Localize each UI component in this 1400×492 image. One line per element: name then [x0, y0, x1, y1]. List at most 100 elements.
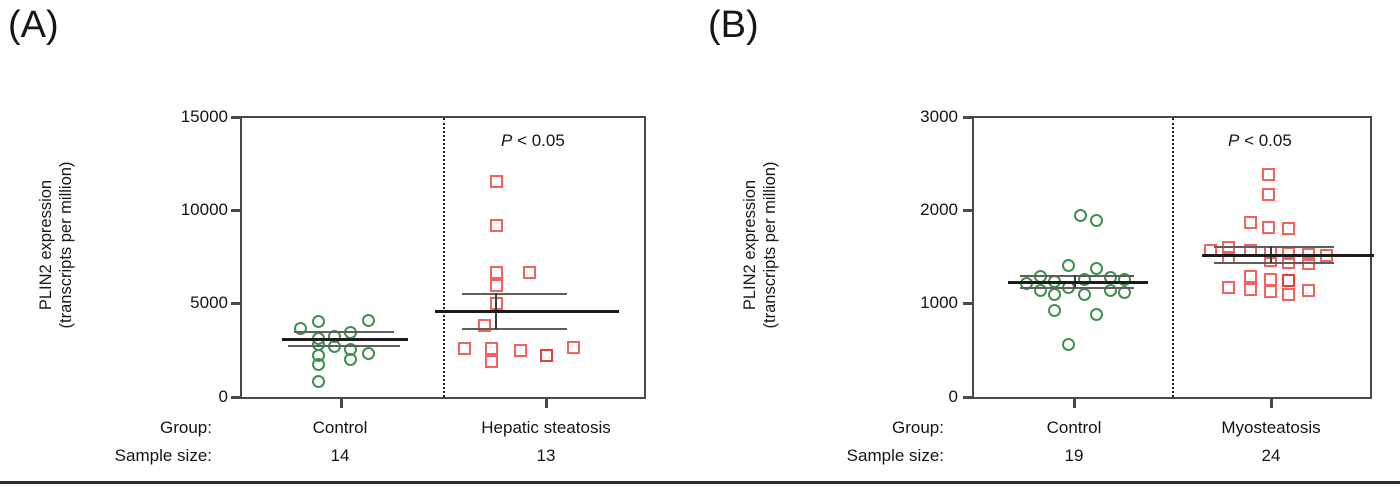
data-point — [294, 322, 307, 335]
panel-b-ytick-label-1000: 1000 — [920, 293, 958, 312]
data-point — [1262, 221, 1275, 234]
panel-a-group-name-steatosis: Hepatic steatosis — [481, 418, 611, 437]
panel-b-sample-size-myosteatosis: 24 — [1261, 446, 1281, 465]
data-point — [1020, 277, 1033, 290]
data-point — [1302, 284, 1315, 297]
data-point — [344, 353, 357, 366]
data-point — [1262, 168, 1275, 181]
panel-a-xtick-control — [340, 399, 343, 408]
data-point — [1282, 222, 1295, 235]
panel-a-p-symbol: P — [501, 131, 513, 150]
panel-b-p-value-text: < 0.05 — [1244, 131, 1292, 150]
data-point — [1048, 288, 1061, 301]
data-point — [1282, 247, 1295, 260]
data-point — [1244, 270, 1257, 283]
panel-a-ytick-5000 — [231, 302, 240, 305]
panel-b-group-name-myosteatosis: Myosteatosis — [1221, 418, 1321, 437]
panel-a-row-label-group: Group: — [160, 418, 212, 437]
data-point — [485, 342, 498, 355]
panel-b-group-name-control: Control — [1046, 418, 1102, 437]
panel-b-sample-size-control: 19 — [1064, 446, 1084, 465]
panel-b-y-axis-title-line1: PLIN2 expression — [741, 179, 759, 311]
data-point — [1264, 285, 1277, 298]
panel-b-control-sem-upper — [1020, 275, 1134, 277]
panel-b-xtick-myosteatosis — [1270, 399, 1273, 408]
data-point — [490, 266, 503, 279]
panel-a-ytick-label-5000: 5000 — [190, 293, 228, 312]
data-point — [1262, 188, 1275, 201]
data-point — [567, 341, 580, 354]
panel-a-control-mean-line — [282, 338, 408, 341]
panel-a-p-value-text: < 0.05 — [517, 131, 565, 150]
data-point — [1244, 216, 1257, 229]
panel-b-group-divider — [1172, 118, 1174, 397]
panel-a-group-divider — [443, 118, 445, 397]
panel-a-control-sem-lower — [288, 345, 400, 347]
data-point — [362, 314, 375, 327]
panel-a-control-sem-upper — [294, 331, 394, 333]
data-point — [1282, 274, 1295, 287]
panel-b-y-axis-title-line2: (transcripts per million) — [761, 161, 779, 329]
data-point — [1048, 304, 1061, 317]
data-point — [1078, 288, 1091, 301]
data-point — [490, 279, 503, 292]
data-point — [1282, 288, 1295, 301]
data-point — [540, 349, 553, 362]
panel-a-plot-area: P < 0.05 — [240, 116, 646, 399]
panel-a-steatosis-sem-lower — [462, 328, 567, 330]
data-point — [312, 375, 325, 388]
panel-a-sample-size-steatosis: 13 — [536, 446, 556, 465]
data-point — [1078, 273, 1091, 286]
panel-b-ytick-1000 — [963, 302, 972, 305]
data-point — [1104, 284, 1117, 297]
data-point — [458, 342, 471, 355]
panel-a-xtick-steatosis — [545, 399, 548, 408]
panel-a-y-axis-title: PLIN2 expression (transcripts per millio… — [36, 100, 76, 390]
data-point — [1034, 284, 1047, 297]
panel-a-sample-size-control: 14 — [330, 446, 350, 465]
panel-b-myo-mean-line — [1202, 254, 1374, 257]
panel-a-ytick-label-0: 0 — [218, 387, 228, 406]
panel-b: (B) PLIN2 expression (transcripts per mi… — [700, 0, 1400, 492]
data-point — [1062, 259, 1075, 272]
panel-a-steatosis-mean-line — [435, 310, 619, 313]
panel-a: (A) PLIN2 expression (transcripts per mi… — [8, 4, 646, 465]
panel-b-ytick-label-0: 0 — [948, 387, 958, 406]
data-point — [1062, 338, 1075, 351]
data-point — [485, 355, 498, 368]
panel-a-letter: (A) — [8, 4, 59, 46]
data-point — [1118, 273, 1131, 286]
panel-b-y-axis-title: PLIN2 expression (transcripts per millio… — [740, 100, 780, 390]
data-point — [1222, 281, 1235, 294]
data-point — [1090, 214, 1103, 227]
data-point — [1090, 262, 1103, 275]
panel-a-ytick-15000 — [231, 116, 240, 119]
panel-b-p-symbol: P — [1228, 131, 1240, 150]
data-point — [478, 319, 491, 332]
data-point — [312, 358, 325, 371]
panel-b-xtick-control — [1073, 399, 1076, 408]
data-point — [514, 344, 527, 357]
panel-b-ytick-label-3000: 3000 — [920, 107, 958, 126]
panel-b-letter: (B) — [708, 4, 759, 46]
data-point — [1074, 209, 1087, 222]
panel-b-ytick-label-2000: 2000 — [920, 200, 958, 219]
panel-b-ytick-3000 — [963, 116, 972, 119]
data-point — [490, 219, 503, 232]
panel-b-myo-sem-lower — [1214, 262, 1334, 264]
data-point — [1090, 308, 1103, 321]
panel-b-p-value: P < 0.05 — [1228, 131, 1292, 151]
panel-b-row-label-group: Group: — [892, 418, 944, 437]
data-point — [362, 347, 375, 360]
figure-bottom-rule — [0, 481, 1400, 484]
panel-a-ytick-10000 — [231, 209, 240, 212]
panel-b-control-mean-line — [1008, 281, 1148, 284]
panel-a-p-value: P < 0.05 — [501, 131, 565, 151]
data-point — [523, 266, 536, 279]
panel-a-ytick-label-15000: 15000 — [180, 107, 228, 126]
data-point — [1244, 283, 1257, 296]
panel-b-ytick-2000 — [963, 209, 972, 212]
panel-b-plot-area: P < 0.05 — [972, 116, 1374, 399]
panel-a-ytick-0 — [231, 396, 240, 399]
